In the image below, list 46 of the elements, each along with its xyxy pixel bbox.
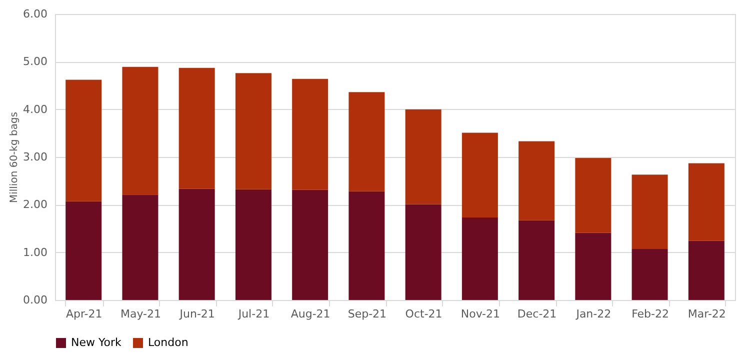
bar	[518, 141, 555, 220]
y-tick-label: 4.00	[23, 102, 48, 116]
bar	[235, 189, 272, 300]
legend-label: London	[148, 336, 188, 349]
y-axis-title: Million 60-kg bags	[9, 112, 20, 204]
y-tick-label: 0.00	[23, 294, 48, 306]
bar	[462, 132, 498, 218]
y-tick-label: 6.00	[23, 8, 48, 20]
x-tick-label: Jun-21	[178, 308, 215, 320]
x-tick-label: Jan-22	[575, 308, 612, 320]
y-tick-label: 2.00	[23, 198, 48, 212]
bar	[632, 248, 668, 300]
x-tick-label: Nov-21	[460, 308, 500, 320]
legend-label: New York	[71, 336, 122, 349]
bar	[518, 220, 555, 300]
x-tick-label: Mar-22	[688, 308, 726, 320]
bar	[405, 109, 442, 204]
bar	[632, 174, 668, 249]
bar	[688, 240, 724, 300]
x-tick-label: Jul-21	[237, 308, 270, 320]
x-tick-label: Aug-21	[290, 308, 330, 320]
bar	[348, 191, 385, 300]
bar	[235, 73, 272, 190]
bar	[575, 232, 612, 300]
x-tick-label: Sep-21	[348, 308, 387, 320]
bar	[292, 190, 328, 300]
bar	[178, 68, 215, 189]
x-tick-label: Oct-21	[405, 308, 442, 320]
bar	[178, 188, 215, 300]
bar	[66, 80, 102, 202]
y-tick-label: 3.00	[23, 150, 48, 164]
x-tick-label: Feb-22	[632, 308, 670, 320]
bar	[348, 92, 385, 192]
bar	[688, 163, 724, 241]
x-tick-label: Dec-21	[517, 308, 557, 320]
bar	[122, 66, 158, 195]
x-tick-label: May-21	[120, 308, 161, 320]
bar	[292, 78, 328, 190]
bar	[575, 158, 612, 233]
bar	[405, 204, 442, 300]
x-tick-label: Apr-21	[66, 308, 102, 320]
bar	[122, 194, 158, 300]
y-tick-label: 1.00	[23, 246, 48, 259]
bar	[462, 218, 498, 300]
bar	[66, 201, 102, 300]
y-tick-label: 5.00	[23, 55, 48, 68]
